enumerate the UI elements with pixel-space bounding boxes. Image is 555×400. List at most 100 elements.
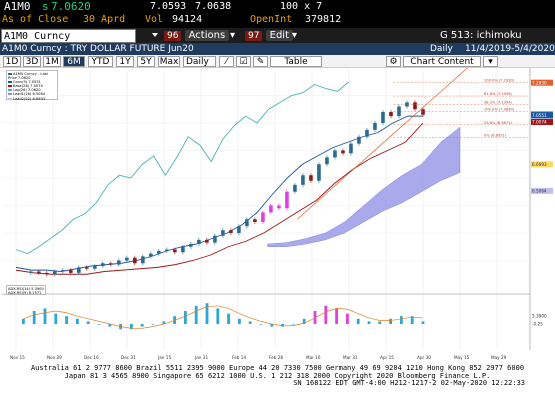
x-tick-label: Nov 15 bbox=[10, 355, 25, 360]
period-1y[interactable]: 1Y bbox=[116, 56, 134, 67]
legend-row: Conv(9) 7.0551 bbox=[8, 80, 56, 84]
table-button[interactable]: Table bbox=[270, 56, 322, 67]
candle-body bbox=[349, 143, 353, 154]
chart-content-dropdown-icon[interactable]: ▾ bbox=[483, 56, 498, 67]
settings-icon[interactable]: ⚙ bbox=[386, 56, 401, 67]
period-1m[interactable]: 1M bbox=[43, 56, 61, 67]
fib-level-label: 38.2% (7.1354) bbox=[484, 100, 513, 104]
actions-label: Actions bbox=[184, 30, 230, 41]
period-3d[interactable]: 3D bbox=[23, 56, 41, 67]
candle-body bbox=[365, 129, 369, 137]
period-1d[interactable]: 1D bbox=[3, 56, 21, 67]
candle-body bbox=[165, 249, 169, 251]
candle-body bbox=[205, 239, 209, 243]
checkbox-icon[interactable]: ☑ bbox=[236, 56, 251, 67]
candle-body bbox=[421, 109, 425, 115]
x-tick-label: Jan 15 bbox=[157, 355, 171, 360]
period-max[interactable]: Max bbox=[158, 56, 180, 67]
x-tick-label: Dec 16 bbox=[84, 355, 99, 360]
legend-main-3: Lag(26) 7.0620 bbox=[13, 88, 41, 93]
period-bar: 1D 3D 1M 6M YTD 1Y 5Y Max Daily ▾ ⁄ ☑ ✎ … bbox=[0, 55, 555, 78]
legend-main-5: Lead2(52) 6.6993 bbox=[13, 96, 46, 101]
candle-body bbox=[405, 102, 409, 107]
indicator-bar bbox=[248, 321, 252, 324]
security-input[interactable]: A1M0 Curncy bbox=[1, 29, 136, 43]
candle-body bbox=[157, 250, 161, 254]
chart-content-button[interactable]: Chart Content bbox=[403, 56, 481, 67]
indicator-bar bbox=[76, 318, 79, 324]
period-5y[interactable]: 5Y bbox=[137, 56, 155, 67]
candle-body bbox=[85, 267, 89, 269]
price-tag-label: 7.0074 bbox=[532, 120, 547, 125]
actions-button[interactable]: 96 Actions bbox=[164, 29, 230, 42]
ichimoku-chart[interactable]: 100.0% (7.2930) 61.8% (7.1956) 38.2% (7.13… bbox=[0, 67, 555, 365]
legend-row: Lag(26) 7.0620 bbox=[8, 88, 56, 92]
chart-titlebar: A1M0 Curncy : TRY DOLLAR FUTURE Jun20 Da… bbox=[0, 43, 555, 55]
legend-row: Lead2(52) 6.6993 bbox=[8, 97, 56, 101]
price-tag-label: 7.2930 bbox=[532, 80, 547, 85]
price-tag bbox=[531, 118, 553, 125]
edit-button[interactable]: 97 Edit bbox=[245, 29, 294, 42]
candle-body bbox=[125, 257, 129, 261]
period-ytd[interactable]: YTD bbox=[88, 56, 113, 67]
ask-price: 7.0638 bbox=[195, 1, 232, 12]
indicator-bar bbox=[22, 318, 25, 324]
openint-value: 379812 bbox=[305, 14, 342, 25]
draw-icon[interactable]: ✎ bbox=[253, 56, 268, 67]
candle-body bbox=[141, 256, 145, 264]
chart-area: 100.0% (7.2930) 61.8% (7.1956) 38.2% (7.13… bbox=[0, 67, 555, 365]
last-prefix: s bbox=[42, 0, 49, 13]
candle-body bbox=[53, 271, 57, 275]
price-tag-label: 7.0551 bbox=[532, 113, 547, 118]
legend-sub-0: ADX-RSI(14) 5.3900 bbox=[8, 287, 44, 291]
candle-body bbox=[325, 157, 329, 165]
indicator-bar bbox=[238, 318, 241, 324]
chart-frequency: Daily bbox=[430, 44, 453, 54]
candle-body bbox=[381, 112, 385, 123]
quote-line-2: As of Close 30 Aprd Vol 94124 OpenInt 37… bbox=[0, 14, 555, 27]
candle-body bbox=[253, 219, 257, 222]
legend-main-0: A1M0 Curncy - Last Price 7.0620 bbox=[8, 72, 48, 81]
candle-body bbox=[397, 106, 401, 117]
candle-body bbox=[373, 123, 377, 130]
line-icon[interactable]: ⁄ bbox=[219, 56, 234, 67]
indicator-bar bbox=[313, 311, 317, 324]
indicator-bar bbox=[97, 324, 101, 325]
indicator-axis-label: -0.25 bbox=[532, 322, 543, 327]
candle-body bbox=[309, 175, 313, 181]
candle-body bbox=[149, 253, 153, 257]
price-tag bbox=[531, 187, 553, 194]
chart-range: 11/4/2019-5/4/2020 bbox=[465, 44, 555, 54]
chart-bg bbox=[0, 68, 555, 365]
period-6m[interactable]: 6M bbox=[63, 56, 85, 67]
candle-body bbox=[357, 136, 361, 144]
ichimoku-cloud bbox=[267, 126, 461, 247]
last-price: 7.0620 bbox=[51, 0, 91, 13]
indicator-legend: ADX-RSI(14) 5.3900 ADX-RSI(9) 6.2571 bbox=[6, 285, 46, 295]
indicator-bar bbox=[378, 321, 382, 324]
candle-body bbox=[269, 205, 273, 213]
x-tick-label: Feb 14 bbox=[232, 355, 246, 360]
candle-body bbox=[37, 271, 41, 273]
edit-dropdown-icon[interactable]: ▾ bbox=[292, 30, 298, 41]
candle-body bbox=[261, 212, 265, 222]
ticker-label[interactable]: A1M0 bbox=[2, 0, 33, 13]
actions-dropdown-icon[interactable]: ▾ bbox=[230, 30, 236, 41]
candle-body bbox=[221, 230, 225, 236]
candle-body bbox=[29, 271, 33, 273]
frequency-select[interactable]: Daily ▾ bbox=[183, 56, 216, 78]
legend-sub-1: ADX-RSI(9) 6.2571 bbox=[8, 291, 42, 296]
indicator-bar bbox=[335, 308, 338, 324]
indicator-bar bbox=[194, 305, 198, 324]
fib-level-label: 23.6% (6.9871) bbox=[484, 121, 513, 125]
footer: Australia 61 2 9777 8600 Brazil 5511 239… bbox=[0, 364, 555, 400]
template-label[interactable]: G 513: ichimoku bbox=[440, 30, 522, 41]
x-tick-label: Dec 31 bbox=[121, 355, 136, 360]
x-tick-label: Apr 30 bbox=[417, 355, 431, 360]
legend-main-2: Base(26) 7.0074 bbox=[13, 84, 43, 89]
dropdown-icon[interactable] bbox=[150, 28, 160, 42]
close-label: As of Close bbox=[2, 14, 69, 25]
indicator-bar bbox=[108, 324, 112, 327]
candle-body bbox=[413, 102, 417, 110]
candle-body bbox=[77, 267, 81, 273]
